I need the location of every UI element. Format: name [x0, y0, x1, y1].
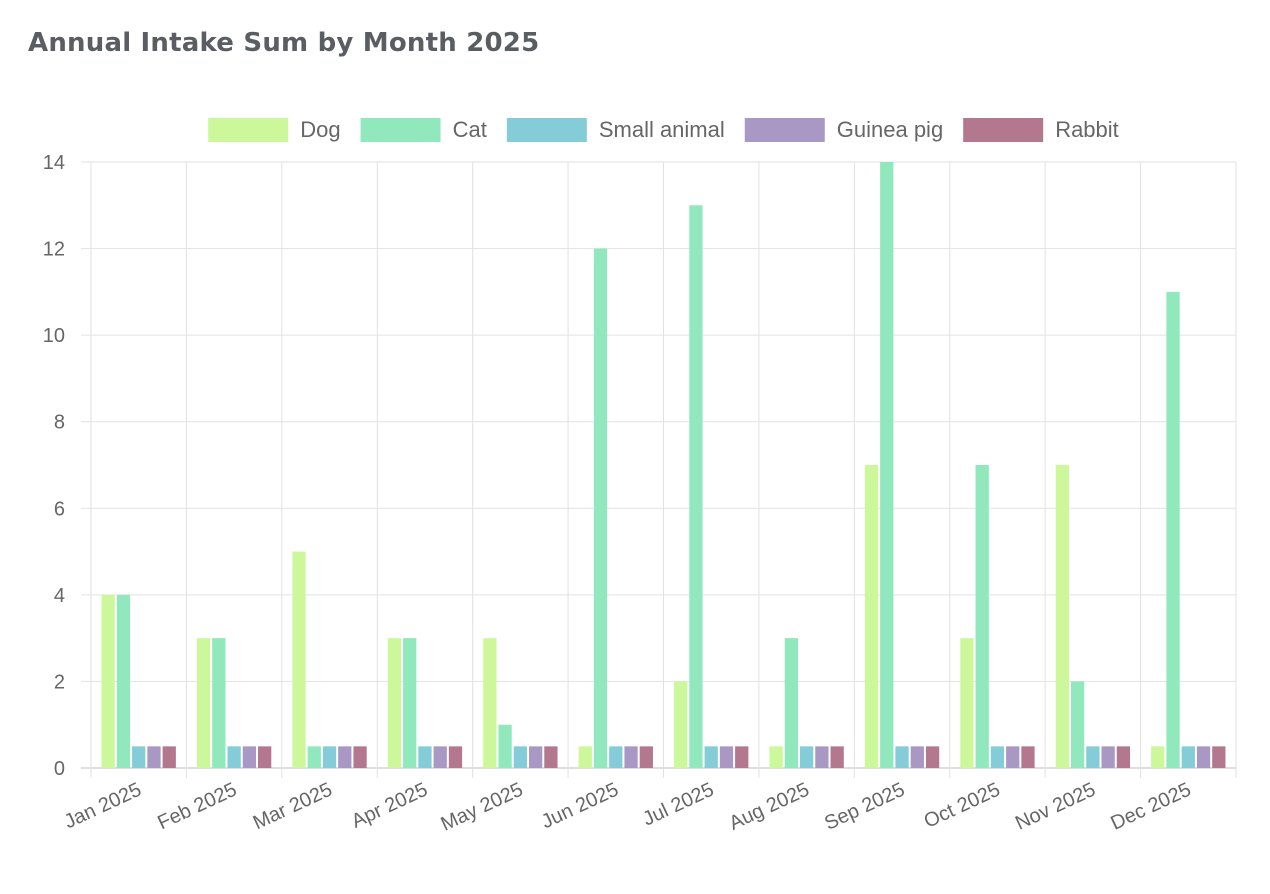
x-tick-label: Aug 2025 — [726, 779, 813, 835]
bar-cat — [212, 638, 226, 768]
x-tick-label: Jan 2025 — [61, 779, 145, 834]
bar-guinea-pig — [624, 746, 638, 768]
y-tick-label: 4 — [54, 585, 65, 607]
bar-rabbit — [639, 746, 653, 768]
bar-small-animal — [895, 746, 909, 768]
bar-cat — [1166, 291, 1180, 768]
x-tick-label: Jun 2025 — [538, 779, 622, 834]
bar-guinea-pig — [1101, 746, 1115, 768]
bar-rabbit — [448, 746, 463, 768]
bar-rabbit — [544, 746, 558, 768]
bar-rabbit — [1212, 746, 1226, 768]
y-tick-label: 10 — [43, 325, 65, 347]
bar-cat — [784, 638, 798, 768]
y-tick-label: 12 — [43, 239, 65, 261]
bar-small-animal — [990, 746, 1005, 768]
bar-rabbit — [162, 746, 176, 768]
x-tick-label: Sep 2025 — [821, 779, 908, 835]
bar-dog — [960, 638, 974, 768]
bar-rabbit — [1021, 746, 1035, 768]
bar-dog — [769, 746, 783, 768]
bar-small-animal — [513, 746, 528, 768]
bar-rabbit — [925, 746, 940, 768]
legend-swatch — [208, 118, 289, 142]
bar-dog — [101, 594, 115, 768]
bar-guinea-pig — [433, 746, 447, 768]
legend-label: Rabbit — [1055, 117, 1119, 142]
legend-label: Small animal — [599, 117, 725, 142]
y-tick-label: 14 — [43, 152, 65, 174]
x-tick-label: Nov 2025 — [1012, 779, 1099, 835]
bar-dog — [864, 465, 879, 768]
legend-label: Cat — [453, 117, 487, 142]
bar-small-animal — [704, 746, 718, 768]
bar-small-animal — [1086, 746, 1100, 768]
legend-swatch — [360, 118, 441, 142]
bar-dog — [1055, 465, 1069, 768]
bar-guinea-pig — [529, 746, 543, 768]
y-tick-label: 8 — [54, 412, 65, 434]
bar-dog — [1151, 746, 1165, 768]
legend-swatch — [963, 118, 1044, 142]
bar-guinea-pig — [242, 746, 257, 768]
bar-cat — [880, 162, 894, 768]
bar-guinea-pig — [719, 746, 734, 768]
bar-dog — [292, 551, 306, 768]
bar-small-animal — [322, 746, 337, 768]
bar-guinea-pig — [815, 746, 829, 768]
bar-dog — [483, 638, 497, 768]
bar-guinea-pig — [910, 746, 924, 768]
bar-dog — [387, 638, 402, 768]
x-tick-label: Mar 2025 — [250, 779, 336, 835]
x-tick-label: Oct 2025 — [921, 779, 1004, 833]
bar-cat — [1070, 681, 1085, 768]
legend-swatch — [506, 118, 587, 142]
legend-label: Dog — [300, 117, 340, 142]
chart-title: Annual Intake Sum by Month 2025 — [28, 28, 540, 58]
bar-cat — [689, 205, 703, 769]
bar-rabbit — [735, 746, 749, 768]
bar-cat — [307, 746, 321, 768]
bar-rabbit — [1116, 746, 1131, 768]
bar-small-animal — [418, 746, 432, 768]
bar-small-animal — [1181, 746, 1195, 768]
bar-guinea-pig — [338, 746, 352, 768]
bar-guinea-pig — [1006, 746, 1020, 768]
x-tick-label: Dec 2025 — [1108, 779, 1195, 835]
bar-dog — [196, 638, 211, 768]
y-tick-label: 6 — [54, 498, 65, 520]
bar-cat — [498, 724, 512, 768]
legend-swatch — [744, 118, 825, 142]
bar-rabbit — [830, 746, 844, 768]
bar-cat — [593, 248, 608, 769]
bar-small-animal — [609, 746, 623, 768]
x-tick-label: Feb 2025 — [154, 779, 240, 835]
bar-cat — [403, 638, 417, 768]
bar-guinea-pig — [1196, 746, 1211, 768]
x-tick-label: Apr 2025 — [348, 779, 431, 833]
x-tick-label: May 2025 — [438, 779, 527, 836]
bar-cat — [975, 465, 989, 768]
bar-dog — [578, 746, 592, 768]
bar-guinea-pig — [147, 746, 161, 768]
bar-dog — [674, 681, 688, 768]
bar-rabbit — [258, 746, 272, 768]
legend-label: Guinea pig — [837, 117, 943, 142]
bar-rabbit — [353, 746, 367, 768]
y-tick-label: 0 — [54, 758, 65, 780]
bar-small-animal — [799, 746, 814, 768]
y-tick-label: 2 — [54, 671, 65, 693]
bar-small-animal — [132, 746, 146, 768]
bar-small-animal — [227, 746, 241, 768]
x-tick-label: Jul 2025 — [639, 779, 717, 831]
bar-cat — [116, 594, 131, 768]
